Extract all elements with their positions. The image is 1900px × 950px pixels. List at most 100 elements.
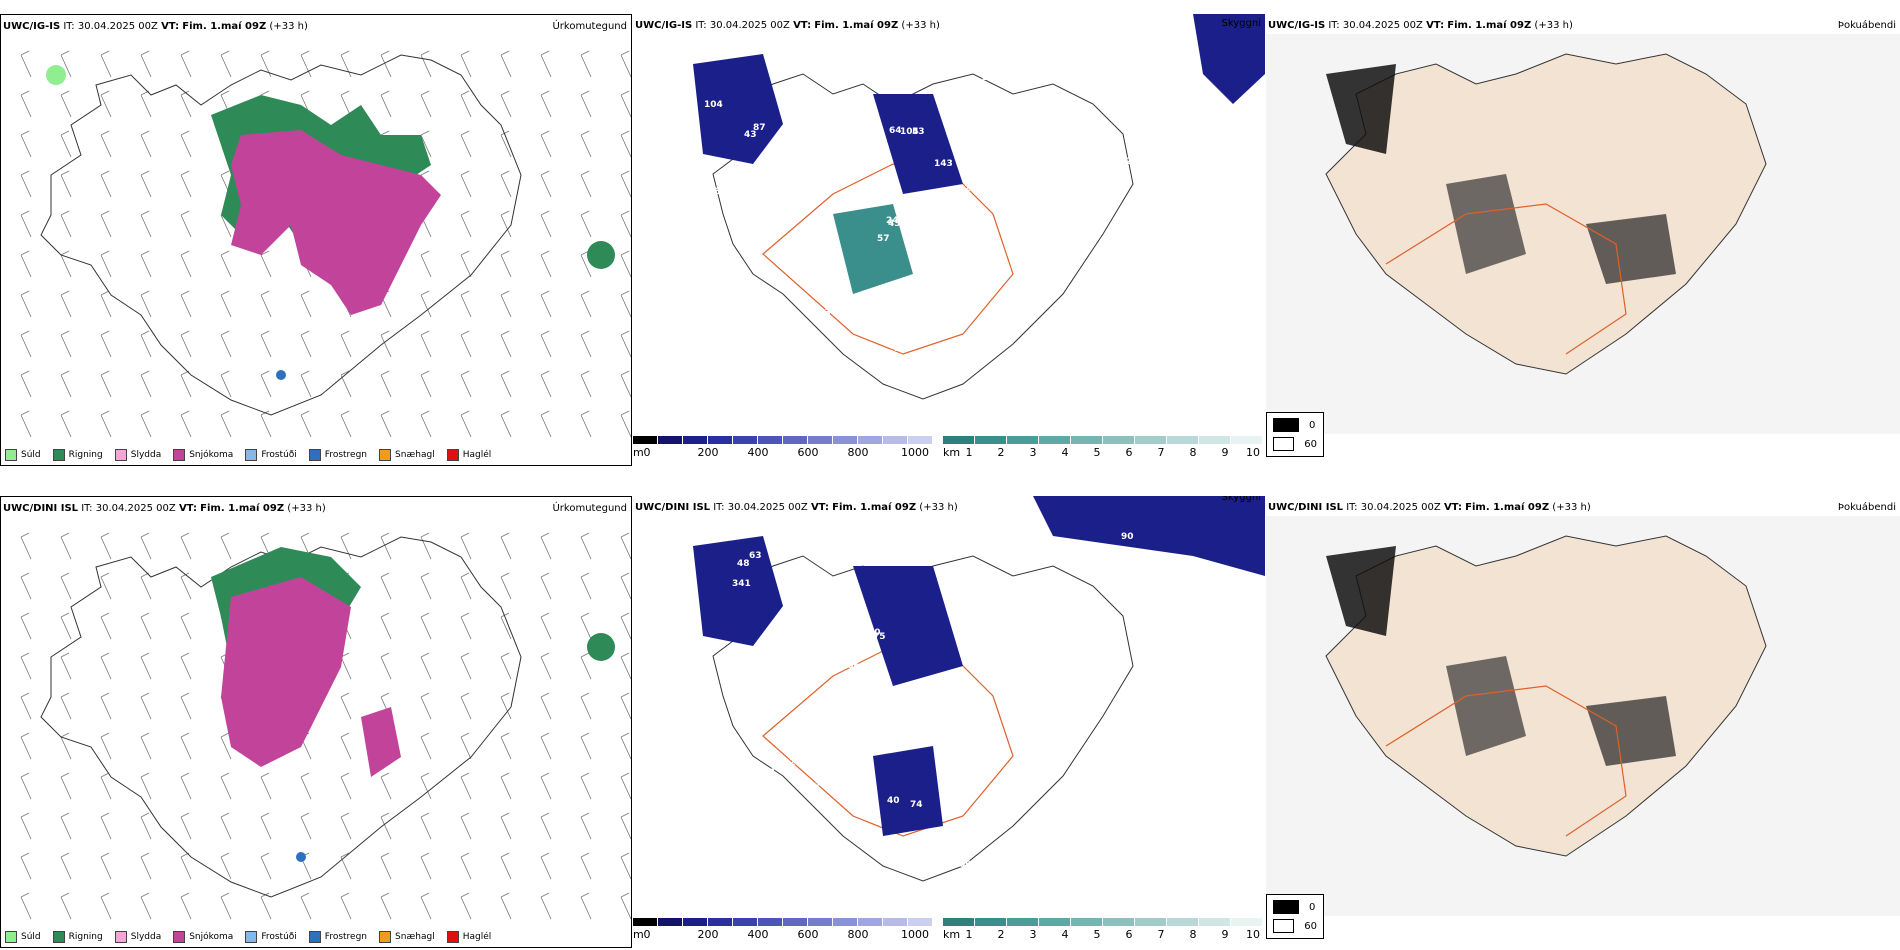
wind-barb (500, 572, 512, 600)
legend-label: Slydda (130, 450, 162, 460)
wind-barb (460, 812, 472, 840)
legend-item-1: Rigning (52, 449, 103, 461)
coastline-2 (40, 536, 522, 898)
vis-value-label: 81 (984, 343, 997, 353)
wind-barb (620, 812, 631, 840)
wind-barb (420, 812, 432, 840)
vis-value-label: 150 (894, 344, 913, 354)
wind-barb (140, 330, 152, 358)
vis-value-label: 48 (866, 795, 879, 805)
legend-item-6: Snæhagl (379, 931, 435, 943)
wind-barb (460, 210, 472, 238)
wind-barb (140, 612, 152, 640)
wind-barb (140, 732, 152, 760)
freezing-rain-spot (276, 370, 286, 380)
wind-barb (300, 330, 312, 358)
vis-value-label: 58 (1039, 826, 1052, 836)
wind-barb (100, 652, 112, 680)
wind-barb (580, 290, 592, 318)
snow-spot-east-2 (361, 707, 401, 777)
vis-value-label: 55 (775, 692, 788, 702)
legend-label: Súld (21, 932, 41, 942)
wind-barb (260, 852, 272, 880)
vis-value-label: 168 (809, 127, 828, 137)
wind-barb (140, 170, 152, 198)
wind-barb (60, 330, 72, 358)
legend-label: Rigning (68, 450, 103, 460)
vis-value-label: 79 (728, 362, 741, 372)
wind-barb (60, 772, 72, 800)
wind-barb (380, 612, 392, 640)
wind-barb (100, 812, 112, 840)
wind-barb (340, 812, 352, 840)
wind-barb (20, 210, 32, 238)
wind-barb (420, 410, 432, 438)
legend-swatch (173, 449, 186, 461)
wind-barb (380, 772, 392, 800)
vis-value-label: 50 (952, 187, 965, 197)
wind-barb (540, 290, 552, 318)
wind-barb (260, 330, 272, 358)
wind-barb (460, 370, 472, 398)
legend-swatch (308, 449, 321, 461)
legend-label: Frostúði (261, 932, 297, 942)
wind-barb (580, 370, 592, 398)
wind-barb (180, 772, 192, 800)
wind-barb (580, 170, 592, 198)
wind-barb (460, 852, 472, 880)
wind-barb (420, 90, 432, 118)
land-fog-2 (1325, 535, 1767, 857)
wind-barb (460, 90, 472, 118)
wind-barb (580, 410, 592, 438)
freezing-rain-spot-2 (296, 852, 306, 862)
legend-swatch (446, 931, 459, 943)
wind-barb (460, 170, 472, 198)
legend-item-7: Haglél (446, 931, 491, 943)
wind-barb (100, 130, 112, 158)
wind-barb (420, 250, 432, 278)
wind-barb (140, 572, 152, 600)
vis-value-label: 54 (771, 64, 784, 74)
wind-barb (540, 692, 552, 720)
fog-type-title-2: Þokuábendi (1837, 502, 1896, 513)
vis-value-label: 68 (1106, 377, 1119, 387)
vis-value-label: 50 (1034, 680, 1047, 690)
vis-value-label: 299 (886, 332, 905, 342)
wind-barb (540, 652, 552, 680)
wind-barb (620, 170, 631, 198)
wind-barb (180, 892, 192, 920)
vis-value-label: 60 (746, 198, 759, 208)
wind-barb (180, 852, 192, 880)
vis-value-label: 41 (951, 197, 964, 207)
wind-barb (460, 50, 472, 78)
wind-barb (220, 250, 232, 278)
vis-value-label: 48 (917, 739, 930, 749)
wind-barb (100, 410, 112, 438)
vis-value-label: 181 (1096, 735, 1115, 745)
wind-barb (100, 732, 112, 760)
wind-barb (580, 892, 592, 920)
wind-barb (460, 532, 472, 560)
vis-value-label: 104 (900, 127, 919, 137)
vis-value-label: 79 (835, 169, 848, 179)
wind-barb (140, 50, 152, 78)
wind-barb (20, 370, 32, 398)
wind-barb (500, 290, 512, 318)
wind-barb (380, 652, 392, 680)
wind-barb (380, 892, 392, 920)
wind-barb (20, 692, 32, 720)
vis-value-label: 46 (1051, 750, 1064, 760)
fog-central-1 (1446, 174, 1526, 274)
wind-barb (220, 772, 232, 800)
wind-barb (300, 50, 312, 78)
wind-barb (500, 410, 512, 438)
vis-value-label: 103 (1027, 269, 1046, 279)
wind-barb (140, 130, 152, 158)
wind-barb (420, 370, 432, 398)
wind-barb (100, 572, 112, 600)
vis-value-label: 56 (982, 73, 995, 83)
wind-barb (460, 572, 472, 600)
wind-barb (260, 50, 272, 78)
wind-barb (180, 370, 192, 398)
legend-item-0: Súld (5, 449, 41, 461)
